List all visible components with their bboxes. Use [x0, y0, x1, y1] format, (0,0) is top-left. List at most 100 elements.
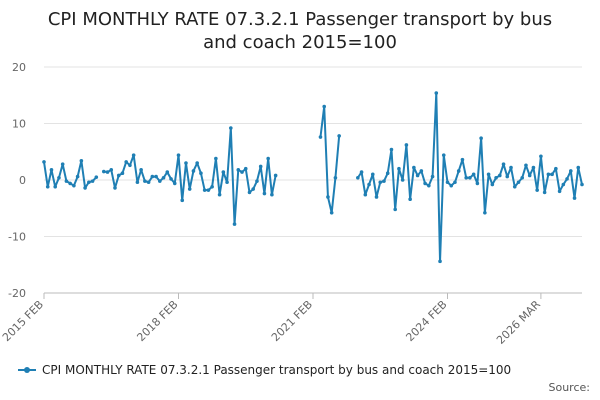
data-point [434, 91, 439, 95]
data-point [139, 168, 143, 172]
data-point [415, 173, 420, 178]
legend[interactable]: CPI MONTHLY RATE 07.3.2.1 Passenger tran… [18, 363, 511, 377]
data-point [266, 156, 270, 161]
data-point [217, 192, 222, 197]
data-point [509, 165, 513, 170]
data-point [150, 174, 155, 179]
data-point [494, 175, 498, 180]
data-point [60, 162, 65, 166]
data-point [580, 182, 584, 187]
data-point [262, 191, 267, 196]
data-point [154, 174, 158, 179]
y-tick-label: 20 [12, 61, 26, 74]
data-point [184, 161, 188, 165]
data-point [419, 169, 424, 173]
data-point [176, 153, 181, 157]
data-point [195, 161, 199, 165]
data-point [225, 180, 229, 185]
x-tick-label: 2021 FEB [269, 298, 315, 344]
data-point [273, 173, 278, 178]
data-point [576, 165, 581, 170]
x-tick-label: 2015 FEB [0, 298, 46, 344]
data-point [400, 178, 405, 182]
data-point [240, 170, 244, 174]
data-point [531, 165, 536, 170]
x-tick-label: 2024 FEB [403, 298, 449, 344]
data-point [438, 259, 442, 264]
data-point [270, 192, 274, 197]
x-tick-label: 2018 FEB [134, 298, 180, 344]
data-point [374, 195, 379, 199]
data-point [565, 177, 569, 181]
data-point [527, 173, 532, 178]
data-point [363, 192, 368, 197]
data-point [57, 175, 61, 180]
data-point [554, 166, 558, 171]
data-point [490, 182, 495, 187]
data-point [101, 169, 106, 174]
data-point [486, 172, 491, 177]
y-tick-label: 0 [19, 174, 26, 187]
data-point [83, 186, 87, 190]
data-point [423, 181, 427, 186]
data-point [247, 190, 252, 195]
data-point [221, 170, 226, 174]
legend-line-marker-icon [18, 365, 36, 375]
data-point [49, 168, 54, 172]
data-point [367, 182, 371, 187]
data-point [385, 171, 390, 176]
data-point [161, 175, 166, 180]
data-point [449, 183, 454, 188]
data-point [561, 182, 566, 187]
data-point [397, 166, 401, 171]
data-point [359, 170, 364, 174]
data-point [370, 172, 375, 177]
data-point [109, 168, 114, 172]
data-point [229, 126, 233, 130]
data-point [251, 187, 256, 191]
chart-title: CPI MONTHLY RATE 07.3.2.1 Passenger tran… [0, 8, 600, 54]
data-point [408, 197, 412, 202]
x-tick-label: 2026 MAR [494, 298, 543, 347]
data-point [90, 179, 95, 183]
data-point [337, 134, 341, 138]
data-point [333, 175, 338, 180]
data-point [475, 181, 480, 186]
data-point [79, 158, 84, 163]
data-point [441, 153, 446, 157]
data-point [453, 180, 457, 185]
data-point [232, 222, 237, 226]
data-point [165, 170, 170, 174]
data-point [550, 172, 554, 177]
data-point [542, 190, 547, 195]
data-point [456, 169, 461, 173]
data-point [546, 172, 551, 177]
data-point [329, 210, 334, 215]
data-point [427, 183, 431, 188]
data-point [169, 177, 173, 181]
data-point [206, 188, 211, 192]
data-point [243, 166, 248, 171]
data-point [42, 160, 46, 164]
data-point [199, 171, 203, 176]
data-point [75, 174, 80, 179]
data-point [389, 147, 394, 152]
data-point [236, 168, 241, 172]
data-point [572, 196, 577, 200]
data-point [479, 136, 483, 140]
data-point [45, 184, 50, 189]
data-point [68, 181, 72, 186]
data-point [445, 180, 450, 185]
data-point [135, 180, 140, 185]
data-point [460, 157, 465, 162]
data-point [412, 165, 416, 170]
data-point [512, 184, 517, 189]
data-point [146, 180, 151, 185]
data-point [210, 184, 214, 189]
data-point [356, 175, 360, 180]
data-point [520, 175, 525, 180]
data-point [64, 179, 69, 183]
data-point [53, 184, 58, 189]
